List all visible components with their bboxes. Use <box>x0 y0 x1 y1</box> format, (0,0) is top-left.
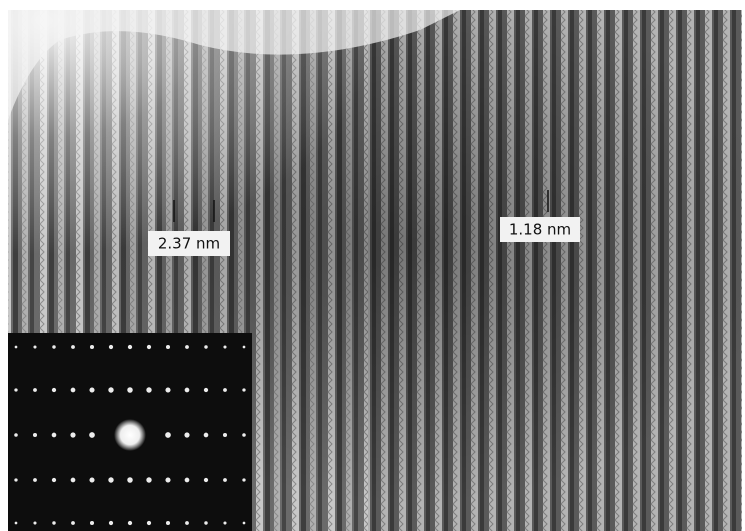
diffraction-spot <box>33 478 37 482</box>
diffraction-spot <box>109 345 113 349</box>
diffraction-spot <box>146 477 151 482</box>
diffraction-spot <box>147 345 151 349</box>
diffraction-spot <box>71 478 76 483</box>
diffraction-spot <box>71 388 76 393</box>
diffraction-spot <box>223 521 226 524</box>
diffraction-spot <box>165 387 170 392</box>
micrograph: 2.37 nm 1.18 nm <box>0 0 745 531</box>
diffraction-spot <box>147 521 151 525</box>
diffraction-spot <box>52 478 56 482</box>
diffraction-spot <box>165 477 170 482</box>
diffraction-spot <box>14 388 17 391</box>
diffraction-spot <box>185 345 189 349</box>
diffraction-spot <box>90 345 94 349</box>
diffraction-spot <box>33 388 37 392</box>
diffraction-spot <box>223 478 227 482</box>
diffraction-spot <box>184 432 189 437</box>
diffraction-spot <box>70 432 75 437</box>
diffraction-spot <box>185 388 190 393</box>
diffraction-spot <box>223 433 227 437</box>
diffraction-spot <box>204 345 207 348</box>
diffraction-spot <box>71 345 75 349</box>
diffraction-spot <box>185 478 190 483</box>
diffraction-spot <box>109 521 113 525</box>
diffraction-spot <box>128 521 132 525</box>
diffraction-spot <box>204 521 207 524</box>
diffraction-spot <box>165 432 171 438</box>
diffraction-spot <box>52 433 57 438</box>
diffraction-spot <box>242 478 245 481</box>
diffraction-spot <box>223 345 226 348</box>
diffraction-spot <box>242 388 245 391</box>
diffraction-spot <box>14 478 17 481</box>
diffraction-spot <box>127 477 133 483</box>
diffraction-spot <box>128 345 132 349</box>
diffraction-spot <box>52 521 55 524</box>
diffraction-inset <box>8 333 252 531</box>
scale-label: 2.37 nm <box>158 235 220 253</box>
diffraction-spot <box>243 522 246 525</box>
scale-label: 1.18 nm <box>509 221 571 239</box>
diffraction-spot <box>15 522 18 525</box>
diffraction-spot <box>89 477 94 482</box>
diffraction-spot <box>33 433 37 437</box>
diffraction-spot <box>166 345 170 349</box>
diffraction-spot <box>223 388 227 392</box>
diffraction-spot <box>166 521 170 525</box>
diffraction-spot <box>242 433 246 437</box>
diffraction-spot <box>243 346 246 349</box>
diffraction-spot <box>89 387 94 392</box>
diffraction-spot <box>14 433 18 437</box>
diffraction-spot <box>52 388 56 392</box>
diffraction-spot <box>204 478 208 482</box>
diffraction-spot <box>146 387 151 392</box>
diffraction-spot <box>90 521 94 525</box>
diffraction-spot <box>127 387 133 393</box>
diffraction-spot <box>15 346 18 349</box>
diffraction-spot <box>71 521 75 525</box>
diffraction-spot <box>33 345 36 348</box>
diffraction-spot <box>204 433 209 438</box>
diffraction-spot <box>108 387 113 392</box>
diffraction-spot <box>204 388 208 392</box>
diffraction-spot <box>89 432 95 438</box>
diffraction-spot <box>52 345 55 348</box>
diffraction-spot <box>108 477 113 482</box>
diffraction-spot <box>33 521 36 524</box>
diffraction-spot <box>185 521 189 525</box>
